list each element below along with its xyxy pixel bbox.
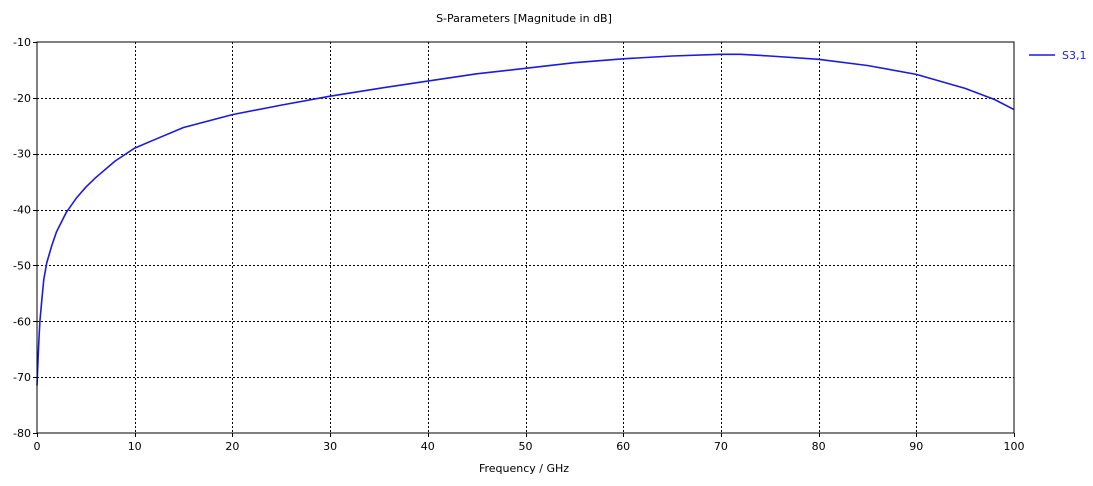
- legend: S3,1: [1029, 49, 1086, 62]
- y-tick-label: -10: [13, 36, 31, 49]
- y-tick-label: -80: [13, 427, 31, 440]
- series-layer: [36, 53, 1015, 386]
- legend-label: S3,1: [1062, 49, 1086, 62]
- y-tick-label: -20: [13, 92, 31, 105]
- x-axis-ticks: 0 10 20 30 40 50 60 70 80 90 100: [34, 433, 1025, 453]
- x-tick-label: 80: [812, 440, 826, 453]
- x-tick-label: 10: [128, 440, 142, 453]
- x-tick-label: 60: [616, 440, 630, 453]
- y-tick-label: -60: [13, 315, 31, 328]
- x-tick-label: 20: [225, 440, 239, 453]
- x-tick-label: 30: [323, 440, 337, 453]
- grid: [37, 42, 1014, 433]
- y-tick-label: -50: [13, 259, 31, 272]
- x-axis-label: Frequency / GHz: [479, 462, 569, 475]
- y-tick-label: -40: [13, 204, 31, 217]
- series-line-s3-1: [36, 53, 1015, 386]
- plot-frame: [36, 41, 1015, 434]
- x-tick-label: 40: [421, 440, 435, 453]
- y-tick-label: -30: [13, 148, 31, 161]
- x-tick-label: 70: [714, 440, 728, 453]
- y-axis-ticks: -10 -20 -30 -40 -50 -60 -70 -80: [13, 36, 37, 440]
- x-tick-label: 100: [1004, 440, 1025, 453]
- x-tick-label: 50: [519, 440, 533, 453]
- x-tick-label: 0: [34, 440, 41, 453]
- x-tick-label: 90: [909, 440, 923, 453]
- chart-title: S-Parameters [Magnitude in dB]: [436, 12, 612, 25]
- y-tick-label: -70: [13, 371, 31, 384]
